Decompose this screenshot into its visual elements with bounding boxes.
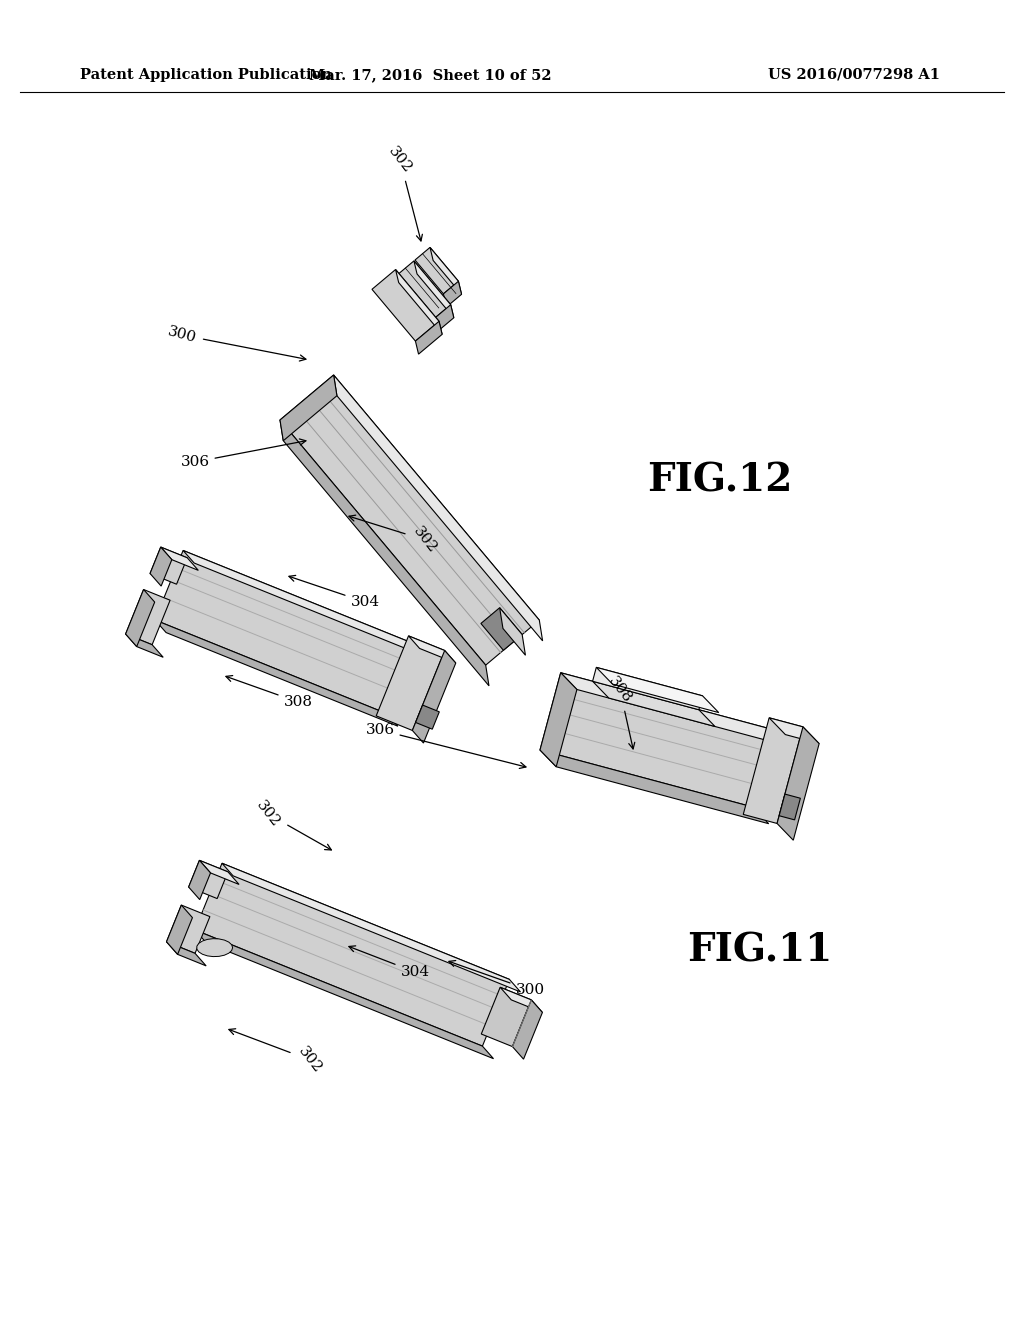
Polygon shape: [415, 247, 459, 294]
Polygon shape: [280, 375, 337, 441]
Polygon shape: [222, 863, 520, 991]
Polygon shape: [561, 673, 790, 746]
Polygon shape: [188, 861, 228, 899]
Polygon shape: [197, 939, 232, 957]
Text: 302: 302: [229, 1028, 325, 1076]
Polygon shape: [430, 247, 462, 294]
Polygon shape: [195, 863, 509, 1047]
Polygon shape: [743, 718, 803, 824]
Text: 304: 304: [349, 946, 429, 979]
Polygon shape: [481, 987, 531, 1047]
Polygon shape: [155, 620, 398, 726]
Text: 304: 304: [289, 576, 380, 609]
Polygon shape: [409, 636, 456, 663]
Polygon shape: [195, 931, 494, 1059]
Polygon shape: [334, 375, 543, 642]
Polygon shape: [416, 705, 439, 729]
Polygon shape: [500, 987, 543, 1012]
Polygon shape: [183, 550, 426, 656]
Polygon shape: [593, 681, 715, 726]
Text: US 2016/0077298 A1: US 2016/0077298 A1: [768, 69, 940, 82]
Text: 300: 300: [166, 325, 306, 362]
Polygon shape: [443, 281, 462, 308]
Polygon shape: [280, 375, 540, 665]
Polygon shape: [372, 269, 439, 341]
Text: 306: 306: [180, 440, 306, 469]
Polygon shape: [396, 261, 451, 319]
Polygon shape: [414, 261, 454, 318]
Polygon shape: [500, 607, 525, 655]
Polygon shape: [155, 550, 415, 714]
Polygon shape: [200, 861, 239, 884]
Polygon shape: [596, 668, 719, 713]
Polygon shape: [481, 607, 522, 651]
Text: Patent Application Publication: Patent Application Publication: [80, 69, 332, 82]
Polygon shape: [512, 999, 543, 1059]
Polygon shape: [151, 546, 187, 585]
Text: FIG.11: FIG.11: [687, 931, 833, 969]
Text: 308: 308: [226, 676, 312, 709]
Polygon shape: [126, 590, 170, 644]
Polygon shape: [779, 795, 801, 820]
Polygon shape: [413, 293, 421, 301]
Text: Mar. 17, 2016  Sheet 10 of 52: Mar. 17, 2016 Sheet 10 of 52: [308, 69, 551, 82]
Polygon shape: [769, 718, 819, 743]
Polygon shape: [167, 906, 210, 953]
Polygon shape: [777, 727, 819, 841]
Polygon shape: [126, 590, 155, 647]
Text: 300: 300: [449, 961, 545, 997]
Polygon shape: [540, 673, 577, 767]
Polygon shape: [126, 634, 163, 657]
Text: 302: 302: [349, 515, 439, 556]
Polygon shape: [593, 668, 702, 710]
Polygon shape: [161, 546, 199, 570]
Polygon shape: [376, 636, 444, 730]
Polygon shape: [413, 651, 456, 743]
Polygon shape: [167, 906, 193, 954]
Polygon shape: [167, 941, 206, 966]
Polygon shape: [540, 750, 769, 824]
Polygon shape: [540, 673, 773, 807]
Polygon shape: [280, 420, 489, 686]
Polygon shape: [151, 546, 172, 586]
Polygon shape: [433, 305, 454, 333]
Polygon shape: [395, 269, 442, 334]
Text: 302: 302: [254, 799, 332, 850]
Text: 308: 308: [605, 675, 635, 748]
Polygon shape: [416, 321, 442, 354]
Polygon shape: [188, 861, 211, 900]
Text: 306: 306: [366, 723, 526, 768]
Text: FIG.12: FIG.12: [647, 461, 793, 499]
Text: 302: 302: [385, 144, 422, 242]
